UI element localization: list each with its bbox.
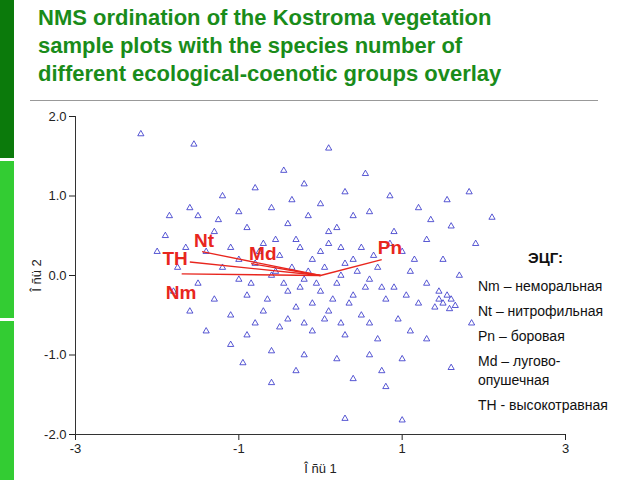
html-text:different ecological-coenotic: different ecological-coenotic groups ove… [38, 61, 502, 86]
svg-text:-2.0: -2.0 [44, 427, 66, 442]
svg-text:3: 3 [562, 441, 569, 456]
html-text:Nt – нитрофильная: Nt – нитрофильная [478, 303, 603, 319]
svg-text:Nm: Nm [166, 282, 197, 303]
svg-text:TH: TH [163, 248, 188, 269]
svg-text:Md: Md [249, 243, 276, 264]
svg-text:Î ñü 2: Î ñü 2 [29, 259, 44, 293]
html-text:ЭЦГ:: ЭЦГ: [528, 249, 563, 266]
svg-text:Î ñü 1: Î ñü 1 [303, 461, 337, 476]
html-text:sample plots with the species: sample plots with the species number of [38, 33, 463, 58]
html-text:TH - высокотравная: TH - высокотравная [478, 397, 608, 413]
svg-text:Pn: Pn [378, 237, 402, 258]
svg-text:-1.0: -1.0 [44, 347, 66, 362]
svg-text:-1: -1 [233, 441, 245, 456]
html-text:NMS ordination of the Kostroma: NMS ordination of the Kostroma vegetatio… [38, 5, 492, 30]
svg-text:2.0: 2.0 [48, 109, 66, 124]
svg-text:-3: -3 [70, 441, 82, 456]
svg-text:Nt: Nt [194, 230, 215, 251]
svg-text:1: 1 [399, 441, 406, 456]
html-text:Md – лугово-опушечная: Md – лугово-опушечная [478, 353, 561, 388]
html-text:Pn – боровая: Pn – боровая [478, 328, 565, 344]
svg-text:0.0: 0.0 [48, 268, 66, 283]
html-text:Nm – неморальная: Nm – неморальная [478, 278, 603, 294]
svg-text:1.0: 1.0 [48, 188, 66, 203]
